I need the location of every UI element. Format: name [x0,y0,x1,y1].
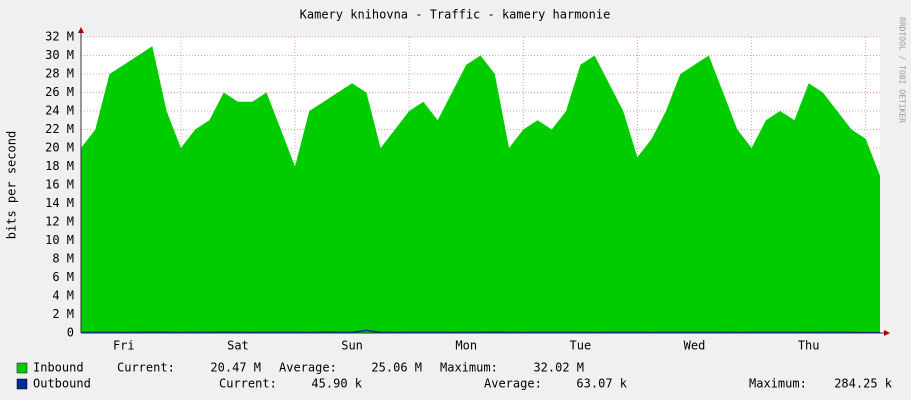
watermark: RRDTOOL / TOBI OETIKER [898,17,907,123]
x-tick-label: Mon [455,339,477,353]
x-tick-label: Sun [341,339,363,353]
legend-stat-label: Maximum: [440,361,498,375]
x-tick-label: Tue [570,339,592,353]
legend-label: Outbound [33,377,91,391]
y-tick-label: 28 M [45,67,74,81]
legend-swatch [16,362,28,374]
y-axis-label: bits per second [5,131,19,239]
y-tick-label: 32 M [45,30,74,44]
x-tick-label: Fri [113,339,135,353]
y-tick-label: 30 M [45,48,74,62]
legend-label: Inbound [33,361,84,375]
legend-stat-label: Average: [279,361,337,375]
legend-stat-label: Maximum: [749,377,807,391]
axes [78,27,890,336]
y-tick-label: 26 M [45,85,74,99]
legend-stat-label: Average: [484,377,542,391]
y-tick-label: 16 M [45,178,74,192]
legend-stat-value: 32.02 M [533,361,584,375]
x-tick-label: Thu [798,339,820,353]
legend-stat-value: 20.47 M [210,361,261,375]
x-tick-label: Wed [684,339,706,353]
y-tick-label: 0 [67,326,74,340]
legend-stat-value: 45.90 k [311,377,362,391]
y-tick-label: 8 M [52,252,74,266]
y-tick-label: 4 M [52,289,74,303]
legend-stat-value: 63.07 k [576,377,627,391]
y-tick-label: 24 M [45,104,74,118]
x-tick-label: Sat [227,339,249,353]
legend-swatch [16,378,28,390]
y-tick-label: 18 M [45,159,74,173]
y-tick-label: 12 M [45,215,74,229]
marks [80,46,880,334]
outbound-line [80,329,880,334]
legend-stat-label: Current: [117,361,175,375]
inbound-area [81,46,880,334]
legend-stat-label: Current: [219,377,277,391]
y-tick-label: 10 M [45,233,74,247]
legend-stat-value: 25.06 M [371,361,422,375]
y-arrow [78,27,84,33]
y-tick-label: 2 M [52,307,74,321]
y-tick-label: 20 M [45,141,74,155]
legend-stat-value: 284.25 k [834,377,893,391]
y-tick-label: 6 M [52,270,74,284]
y-tick-label: 14 M [45,196,74,210]
chart-title: Kamery knihovna - Traffic - kamery harmo… [300,8,611,22]
legend: Inbound Current: 20.47 M Average: 25.06 M Max… [16,361,893,391]
x-arrow [884,330,890,336]
y-tick-label: 22 M [45,122,74,136]
